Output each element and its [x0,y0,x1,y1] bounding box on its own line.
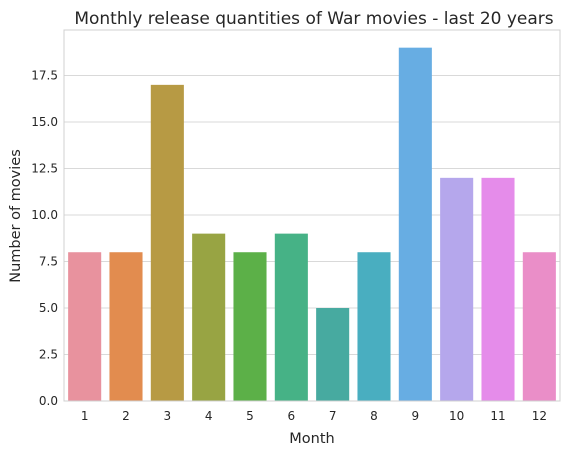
plot-frame [63,29,561,402]
x-tick-label: 1 [81,409,89,423]
x-tick-label: 5 [246,409,254,423]
bar-month-10 [440,177,474,401]
y-tick-label: 10.0 [31,208,58,222]
y-tick-label: 17.5 [31,69,58,83]
y-tick-label: 15.0 [31,115,58,129]
bar-month-11 [481,177,515,401]
y-axis-label: Number of movies [8,149,24,283]
bar-month-7 [316,308,350,401]
y-tick-label: 2.5 [39,348,58,362]
bar-month-2 [109,252,143,401]
x-tick-label: 2 [122,409,130,423]
x-tick-label: 8 [370,409,378,423]
bar-month-8 [357,252,391,401]
x-tick-label: 3 [164,409,172,423]
y-gridlines [64,75,560,356]
x-tick-label: 10 [449,409,464,423]
y-tick-label: 0.0 [39,394,58,408]
y-tick-label: 7.5 [39,255,58,269]
bar-month-9 [398,47,432,402]
chart-title: Monthly release quantities of War movies… [74,9,553,29]
bars [68,47,556,402]
x-tick-label: 7 [329,409,337,423]
x-tick-label: 6 [288,409,296,423]
bar-month-5 [233,252,267,401]
bar-month-1 [68,252,102,401]
bar-month-6 [274,233,308,401]
x-axis-label: Month [289,431,334,447]
bar-month-4 [192,233,226,401]
bar-month-12 [522,252,556,401]
x-tick-labels: 1 2 3 4 5 6 7 8 9 10 11 12 [81,409,547,423]
x-tick-label: 11 [490,409,505,423]
x-tick-label: 9 [412,409,420,423]
bar-month-3 [150,84,184,401]
x-tick-label: 12 [532,409,547,423]
x-tick-label: 4 [205,409,213,423]
y-tick-label: 12.5 [31,162,58,176]
y-tick-label: 5.0 [39,301,58,315]
y-tick-labels: 0.0 2.5 5.0 7.5 10.0 12.5 15.0 17.5 [31,69,58,408]
